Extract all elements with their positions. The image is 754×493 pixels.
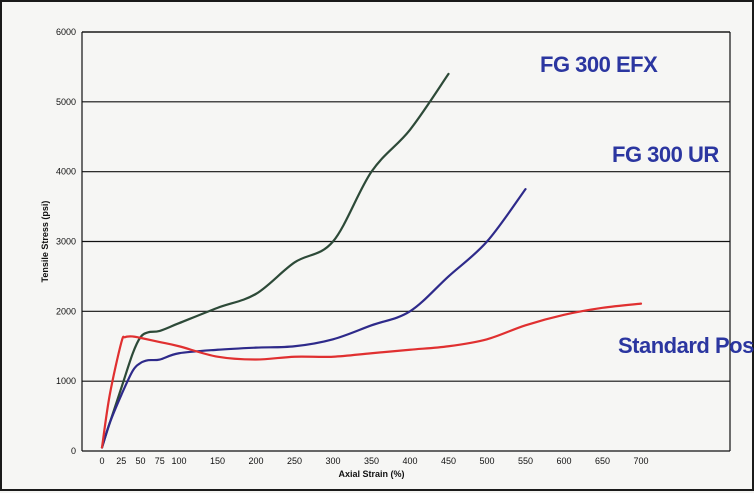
series-label-fg-300-efx: FG 300 EFX [540,52,658,77]
x-tick-650: 650 [595,456,610,466]
x-tick-50: 50 [135,456,145,466]
x-tick-400: 400 [402,456,417,466]
grid-lines [82,31,730,382]
y-tick-0: 0 [71,446,76,456]
x-tick-550: 550 [518,456,533,466]
x-tick-700: 700 [633,456,648,466]
x-tick-150: 150 [210,456,225,466]
x-tick-250: 250 [287,456,302,466]
y-tick-5000: 5000 [56,97,76,107]
x-tick-300: 300 [325,456,340,466]
y-tick-1000: 1000 [56,376,76,386]
x-tick-100: 100 [171,456,186,466]
x-axis-title: Axial Strain (%) [338,469,404,479]
y-tick-3000: 3000 [56,237,76,247]
series-label-fg-300-ur: FG 300 UR [612,142,719,167]
axes [81,31,731,452]
x-tick-200: 200 [248,456,263,466]
series-line-standard-post [100,302,643,449]
y-axis-title: Tensile Stress (psi) [40,201,50,283]
x-tick-75: 75 [155,456,165,466]
y-tick-6000: 6000 [56,27,76,37]
x-tick-450: 450 [441,456,456,466]
x-tick-labels: 0 25 50 75 100 150 200 250 300 350 400 450 500 550 600… [99,456,648,466]
x-tick-350: 350 [364,456,379,466]
series-label-standard-post: Standard Post [618,333,754,358]
y-tick-2000: 2000 [56,306,76,316]
x-tick-500: 500 [479,456,494,466]
series-labels: FG 300 EFX FG 300 UR Standard Post [540,52,754,358]
series-line-fg-300-ur [100,188,527,449]
series-line-fg-300-efx [100,72,450,449]
x-tick-0: 0 [99,456,104,466]
series-lines [100,72,643,449]
y-tick-labels: 0 1000 2000 3000 4000 5000 6000 [56,27,76,456]
x-tick-25: 25 [116,456,126,466]
x-tick-600: 600 [556,456,571,466]
y-tick-4000: 4000 [56,167,76,177]
